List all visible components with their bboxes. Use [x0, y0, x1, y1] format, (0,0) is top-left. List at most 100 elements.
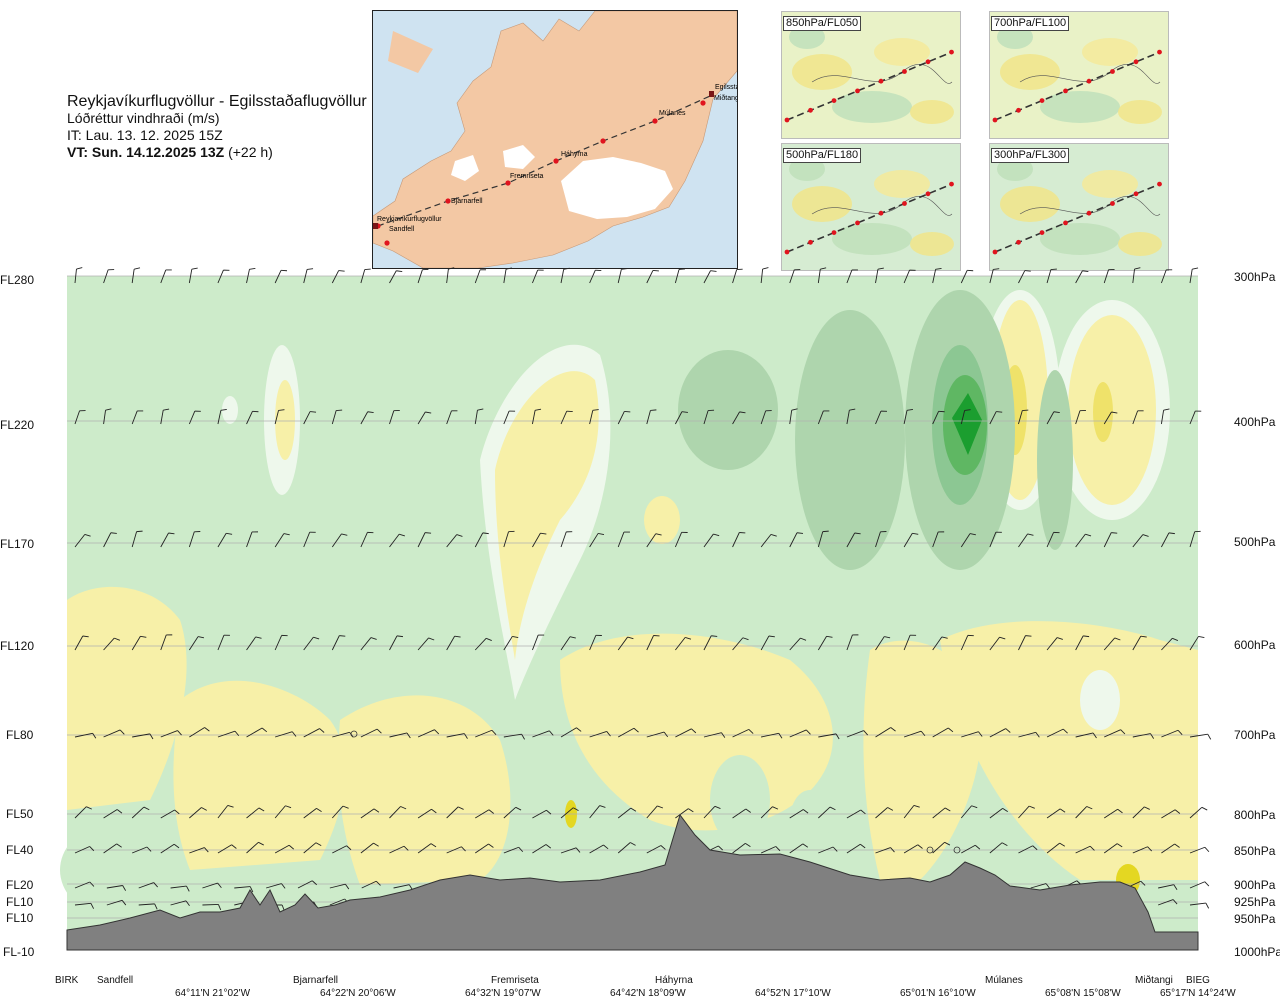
wind-barb-feather: [434, 729, 440, 735]
wind-barb-staff: [989, 808, 1003, 819]
wind-barb: [389, 845, 409, 854]
fl-label: FL170: [0, 537, 35, 551]
mini-map-wind-area: [1082, 170, 1138, 198]
wind-barb: [160, 730, 182, 738]
mini-map-wind-area: [1118, 232, 1162, 256]
wind-barb-feather: [1204, 881, 1210, 887]
wind-barb: [789, 532, 804, 548]
wind-barb-feather: [220, 408, 227, 411]
wind-barb-staff: [246, 841, 259, 854]
wind-barb-staff: [703, 270, 711, 284]
wind-barb-staff: [1161, 532, 1170, 548]
wind-barb: [732, 808, 751, 819]
wind-barb-staff: [417, 532, 426, 548]
wind-barb-staff: [138, 903, 155, 906]
wind-barb-feather: [512, 635, 519, 639]
wind-barb-feather: [655, 533, 662, 536]
mini-map-label: 300hPa/FL300: [991, 148, 1070, 163]
wind-barb: [1132, 733, 1155, 739]
route-map-svg: Reykjavíkurflugvöllur Sandfell Bjarnarfe…: [373, 11, 737, 268]
wind-barb-feather: [688, 808, 694, 813]
wind-barb: [217, 804, 234, 819]
wind-barb-feather: [803, 809, 809, 814]
wind-barb-feather: [711, 635, 718, 637]
wind-barb-staff: [246, 636, 257, 651]
wind-barb: [74, 881, 95, 889]
wind-barb-staff: [589, 731, 607, 738]
wind-barb-feather: [461, 846, 466, 852]
wind-barb: [160, 269, 172, 284]
wind-barb-staff: [760, 846, 776, 854]
wind-barb: [331, 635, 346, 651]
wind-barb-staff: [417, 843, 432, 854]
wind-barb: [1132, 635, 1147, 651]
wind-barb-staff: [131, 269, 135, 284]
wind-barb: [675, 636, 692, 651]
wind-barb-feather: [1086, 806, 1093, 810]
wind-barb-feather: [448, 267, 455, 270]
wind-barb-feather: [1201, 806, 1208, 811]
wind-barb-staff: [1132, 410, 1139, 425]
wind-barb-staff: [1189, 881, 1205, 889]
mini-map-label: 850hPa/FL050: [783, 16, 862, 31]
wind-barb-feather: [431, 808, 437, 814]
mini-map-wind-area: [910, 100, 954, 124]
wind-barb-staff: [1075, 635, 1084, 651]
wind-barb-staff: [393, 884, 410, 889]
mini-map-label: 700hPa/FL100: [991, 16, 1070, 31]
wind-barb: [932, 807, 951, 819]
wind-barb-feather: [403, 845, 409, 851]
map-place-label: Egilsstaðir: [715, 83, 737, 91]
wind-barb-staff: [217, 844, 232, 854]
wind-barb: [446, 846, 466, 854]
wind-barb-feather: [1172, 637, 1179, 641]
wind-barb: [932, 841, 951, 854]
wind-barb-staff: [446, 534, 458, 548]
wind-field-area: [940, 621, 1198, 880]
wind-barb: [532, 634, 545, 651]
wind-barb: [789, 729, 811, 738]
wind-barb-staff: [217, 410, 222, 425]
wind-barb: [1018, 635, 1032, 651]
wind-barb-staff: [675, 808, 689, 819]
wind-barb-staff: [274, 844, 290, 854]
wind-barb-staff: [932, 841, 945, 854]
wind-barb: [74, 806, 92, 819]
wind-barb-staff: [202, 903, 219, 906]
wind-barb-staff: [131, 410, 138, 425]
hpa-label: 300hPa: [1234, 270, 1276, 284]
wind-barb: [1103, 268, 1115, 284]
wind-barb: [560, 267, 570, 284]
wind-barb-staff: [361, 880, 377, 889]
wind-barb-feather: [563, 267, 570, 270]
wind-barb-feather: [425, 532, 432, 534]
wind-barb-staff: [417, 637, 429, 651]
wind-barb-staff: [903, 533, 913, 548]
wind-barb-staff: [303, 842, 317, 854]
wind-barb-feather: [204, 727, 210, 732]
fl-label: FL50: [6, 807, 34, 821]
wind-barb: [217, 634, 230, 651]
wind-barb: [1189, 410, 1202, 425]
wind-barb-staff: [675, 637, 686, 651]
wind-barb-staff: [732, 843, 746, 854]
coord-label: 64°42'N 18°09'W: [610, 988, 686, 999]
valid-time: VT: Sun. 14.12.2025 13Z (+22 h): [67, 144, 367, 161]
fl-label: FL80: [6, 728, 34, 742]
wind-field-area: [67, 586, 187, 810]
wind-barb: [560, 807, 579, 819]
wind-barb-feather: [1207, 733, 1212, 740]
wind-barb-feather: [772, 806, 779, 810]
wind-barb-staff: [1103, 411, 1112, 425]
wind-barb: [474, 408, 484, 425]
wind-barb-feather: [1035, 732, 1040, 738]
wind-barb-staff: [1189, 902, 1206, 906]
wind-barb-feather: [114, 637, 121, 641]
wind-barb-feather: [535, 408, 542, 411]
wind-barb-staff: [846, 843, 861, 854]
waypoint-label: BIRK: [55, 975, 79, 986]
wind-barb-feather: [603, 844, 609, 850]
wind-barb-feather: [778, 733, 783, 739]
wind-barb: [103, 532, 117, 548]
wind-barb-feather: [491, 729, 497, 735]
